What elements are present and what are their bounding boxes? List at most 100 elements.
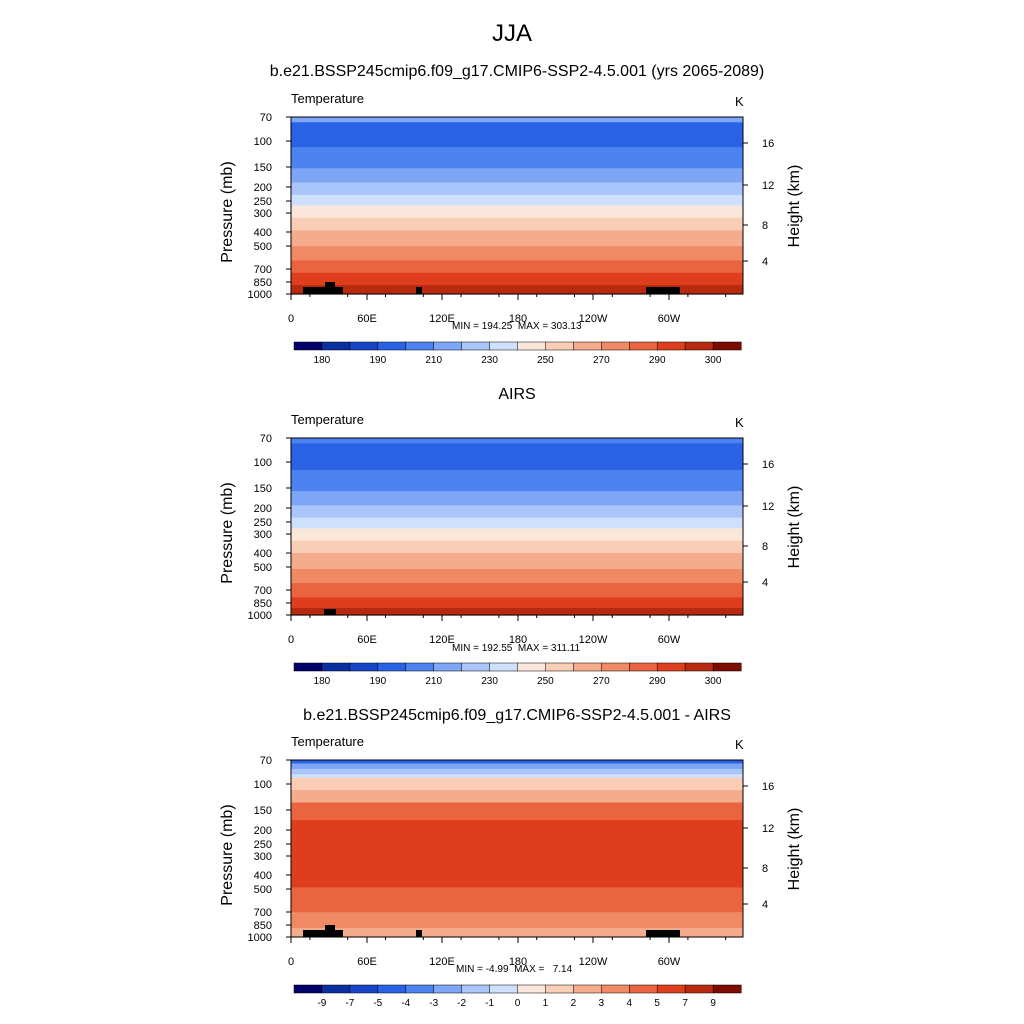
panel-1-x-tick-label: 120W: [579, 313, 608, 325]
panel-3-colorbar-box: [489, 984, 519, 994]
panel-3-colorbar-label: 9: [710, 998, 716, 1009]
panel-3-colorbar-label: -9: [317, 998, 326, 1009]
panel-3-y-tick-label: 150: [254, 805, 272, 817]
panel-2-colorbar-box: [377, 662, 407, 672]
panel-3-x-tick-label: 180: [509, 956, 527, 968]
panel-1-colorbar-box: [321, 341, 351, 351]
panel-1-colorbar-label: 230: [481, 355, 498, 366]
panel-3-colorbar-box: [293, 984, 323, 994]
panel-1-contour-band: [291, 230, 743, 247]
panel-1-y-tick-label: 70: [260, 112, 272, 124]
panel-3-colorbar-label: 5: [654, 998, 660, 1009]
panel-1-units-label: K: [735, 94, 744, 109]
panel-3-plot-frame: [290, 759, 744, 938]
panel-3-contour-band: [291, 763, 743, 770]
panel-2-field-label: Temperature: [291, 412, 364, 427]
panel-3-y-tick-label: 500: [254, 884, 272, 896]
panel-2-y-tick-label: 850: [254, 598, 272, 610]
panel-1-contour-band: [291, 122, 743, 148]
panel-2-y-right-tick-label: 12: [762, 501, 774, 513]
panel-1-colorbar-box: [293, 341, 323, 351]
panel-2-plot-frame: [290, 437, 744, 616]
panel-2-y-tick-label: 250: [254, 517, 272, 529]
panel-1-contour-band: [291, 147, 743, 169]
panel-1-colorbar-label: 270: [593, 355, 610, 366]
panel-2-y-tick-label: 400: [254, 548, 272, 560]
panel-1-contour-band: [291, 205, 743, 219]
panel-2-colorbar-label: 300: [705, 676, 722, 687]
panel-2-x-tick-label: 120E: [429, 634, 455, 646]
panel-1-contour-band: [291, 260, 743, 274]
panel-1-y-tick-label: 250: [254, 196, 272, 208]
panel-3-colorbar-label: -4: [401, 998, 410, 1009]
panel-3-topography-mask: [416, 930, 422, 937]
panel-1-plot-frame: [290, 116, 744, 295]
panel-2-units-label: K: [735, 415, 744, 430]
panel-1-colorbar-box: [712, 341, 742, 351]
panel-2-colorbar-box: [293, 662, 323, 672]
panel-2-y-right-tick-label: 16: [762, 459, 774, 471]
panel-2-title: AIRS: [498, 386, 536, 403]
panel-2-colorbar-label: 250: [537, 676, 554, 687]
panel-1-x-tick-label: 60E: [357, 313, 377, 325]
panel-1-stats: MIN = 194.25 MAX = 303.13: [452, 321, 582, 332]
panel-2-x-tick-label: 0: [288, 634, 294, 646]
panel-3-colorbar-label: 1: [543, 998, 549, 1009]
panel-3-colorbar-label: 3: [599, 998, 605, 1009]
panel-2-colorbar-label: 180: [314, 676, 331, 687]
panel-3-y-tick-label: 70: [260, 755, 272, 767]
panel-3-contour-band: [291, 928, 743, 938]
panel-1-contour-band: [291, 182, 743, 196]
panel-3-x-tick-label: 60W: [658, 956, 681, 968]
panel-2-topography-mask: [324, 609, 336, 615]
panel-1-colorbar-label: 210: [425, 355, 442, 366]
panel-3-y-tick-label: 1000: [248, 932, 272, 944]
panel-3-x-tick-label: 60E: [357, 956, 377, 968]
panel-3-y-tick-label: 200: [254, 825, 272, 837]
panel-2-x-tick-label: 60W: [658, 634, 681, 646]
panel-1-colorbar-box: [656, 341, 686, 351]
panel-3-y-tick-label: 250: [254, 839, 272, 851]
panel-1-y-tick-label: 850: [254, 277, 272, 289]
panel-3-y-right-tick-label: 4: [762, 899, 768, 911]
panel-1-contour-band: [291, 246, 743, 261]
panel-3-colorbar-label: 0: [515, 998, 521, 1009]
panel-3-colorbar-label: -2: [457, 998, 466, 1009]
panel-1-colorbar-box: [377, 341, 407, 351]
panel-3-contour-band: [291, 777, 743, 791]
panel-3-x-tick-label: 0: [288, 956, 294, 968]
panel-3-contour-band: [291, 802, 743, 821]
panel-3-colorbar-box: [684, 984, 714, 994]
panel-3-colorbar-box: [433, 984, 463, 994]
panel-2-y-tick-label: 300: [254, 529, 272, 541]
panel-3-contour-band: [291, 912, 743, 929]
panel-3-x-tick-label: 120E: [429, 956, 455, 968]
panel-3-contour-band: [291, 774, 743, 779]
panel-3-colorbar-box: [629, 984, 658, 994]
panel-1-contour-band: [291, 272, 743, 286]
panel-1-colorbar-box: [405, 341, 435, 351]
panel-1-contour-band: [291, 217, 743, 231]
panel-1-colorbar-box: [461, 341, 491, 351]
panel-1-contour-band: [291, 117, 743, 123]
panel-1-colorbar-label: 180: [314, 355, 331, 366]
panel-1-colorbar-label: 190: [369, 355, 386, 366]
panel-1-y-right-tick-label: 12: [762, 180, 774, 192]
panel-3-title: b.e21.BSSP245cmip6.f09_g17.CMIP6-SSP2-4.…: [303, 707, 731, 724]
panel-2-y-tick-label: 1000: [248, 610, 272, 622]
panel-2-colorbar-box: [573, 662, 602, 672]
panel-2-y-tick-label: 150: [254, 483, 272, 495]
panel-2-y-tick-label: 200: [254, 503, 272, 515]
panel-1-y-tick-label: 300: [254, 208, 272, 220]
panel-1-topography-mask: [325, 282, 335, 288]
panel-2-y-right-tick-label: 4: [762, 577, 768, 589]
panel-1-field-label: Temperature: [291, 91, 364, 106]
panel-1-colorbar-box: [545, 341, 574, 351]
panel-2-colorbar-box: [629, 662, 658, 672]
panel-2-colorbar-box: [405, 662, 435, 672]
panel-3-colorbar-box: [573, 984, 602, 994]
panel-1-topography-mask: [303, 287, 343, 294]
panel-2-contour-band: [291, 528, 743, 542]
panel-3-y-tick-label: 850: [254, 920, 272, 932]
panel-2-y-tick-label: 700: [254, 585, 272, 597]
